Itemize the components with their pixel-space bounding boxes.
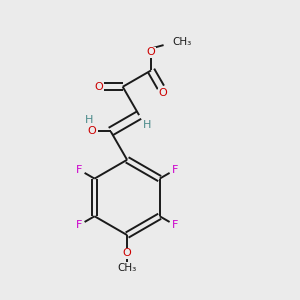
Text: F: F: [172, 165, 178, 175]
Text: CH₃: CH₃: [173, 37, 192, 47]
Text: CH₃: CH₃: [118, 263, 137, 273]
Text: F: F: [172, 220, 178, 230]
Text: O: O: [87, 127, 96, 136]
Text: O: O: [95, 82, 103, 92]
Text: O: O: [158, 88, 167, 98]
Text: H: H: [143, 120, 152, 130]
Text: F: F: [76, 165, 82, 175]
Text: O: O: [147, 47, 155, 57]
Text: H: H: [85, 115, 94, 125]
Text: O: O: [123, 248, 131, 258]
Text: F: F: [76, 220, 82, 230]
